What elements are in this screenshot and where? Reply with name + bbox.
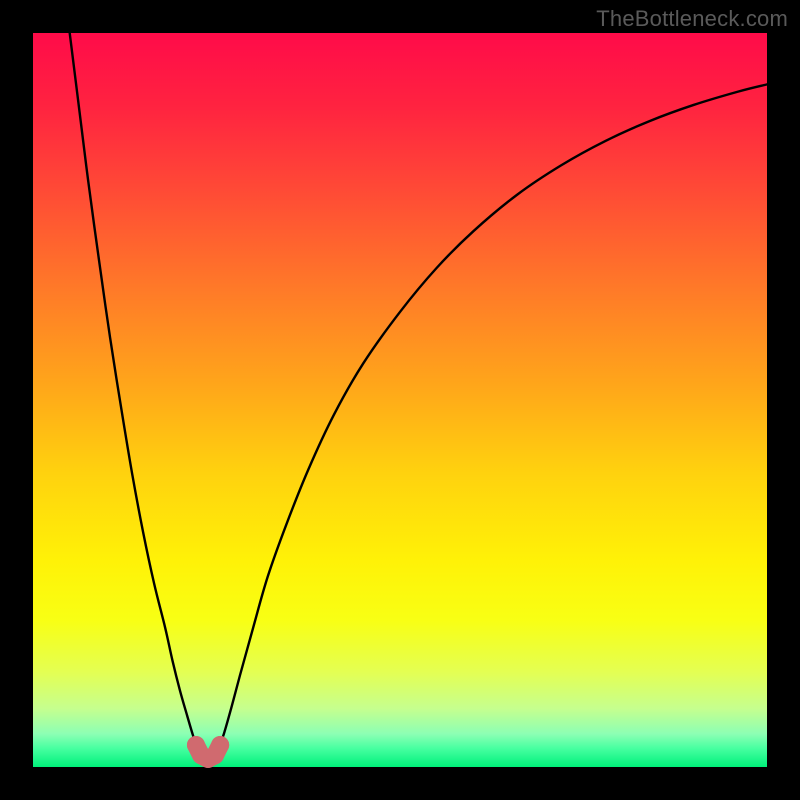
chart-svg (0, 0, 800, 800)
chart-container: TheBottleneck.com (0, 0, 800, 800)
watermark-text: TheBottleneck.com (596, 6, 788, 32)
valley-marker-dot (211, 736, 229, 754)
